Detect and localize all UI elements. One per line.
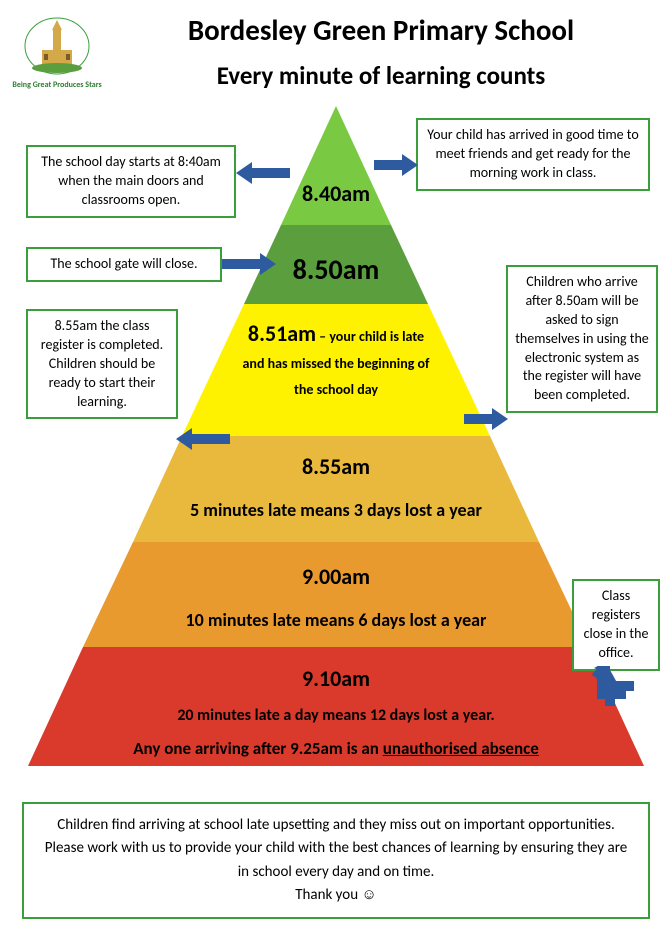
arrow-gate-close	[222, 251, 276, 277]
callout-school-day-starts: The school day starts at 8:40am when the…	[26, 145, 236, 218]
arrow-sign-in	[464, 406, 508, 432]
layer-4-text: 8.55am 5 minutes late means 3 days lost …	[0, 446, 672, 530]
arrow-1-left	[236, 160, 290, 186]
header: Being Great Produces Stars Bordesley Gre…	[0, 0, 672, 98]
callout-arrived-good-time: Your child has arrived in good time to m…	[416, 118, 650, 191]
subtitle: Every minute of learning counts	[102, 60, 660, 91]
logo-motto: Being Great Produces Stars	[12, 80, 101, 90]
titles: Bordesley Green Primary School Every min…	[102, 8, 660, 91]
arrow-registers-close-2	[586, 664, 642, 712]
arrow-register	[176, 426, 230, 452]
footer-message: Children find arriving at school late up…	[22, 802, 650, 919]
callout-register-completed: 8.55am the class register is completed. …	[26, 309, 178, 419]
layer-6-text: 9.10am 20 minutes late a day means 12 da…	[0, 662, 672, 764]
school-name: Bordesley Green Primary School	[102, 12, 660, 48]
callout-gate-close: The school gate will close.	[26, 247, 222, 282]
arrow-1-right	[374, 152, 418, 178]
school-logo: Being Great Produces Stars	[12, 8, 102, 98]
callout-sign-in: Children who arrive after 8.50am will be…	[506, 265, 658, 413]
callout-registers-close: Class registers close in the office.	[572, 579, 660, 671]
